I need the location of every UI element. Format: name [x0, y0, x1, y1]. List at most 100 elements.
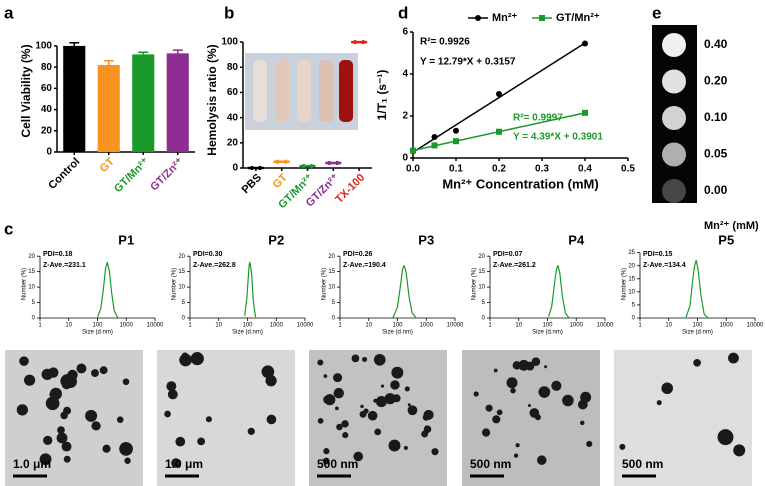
x-tick-label: 0.4: [578, 164, 592, 175]
error-bar: [172, 49, 183, 54]
nanoparticle: [375, 395, 388, 408]
nanoparticle: [324, 394, 336, 406]
nanoparticle: [473, 391, 479, 397]
annotation: Y = 12.79*X + 0.3157: [420, 57, 516, 68]
x-axis-label: Size (d.nm): [682, 330, 713, 336]
y-tick-label: 15: [478, 269, 485, 275]
y-tick-label: 80: [227, 62, 239, 73]
nanoparticle: [586, 440, 593, 448]
x-tick-label: 1000: [420, 323, 434, 329]
size-distribution: [548, 264, 570, 319]
nanoparticle: [562, 394, 574, 407]
nanoparticle: [323, 374, 328, 378]
phantom: [662, 179, 686, 203]
annotation: R²= 0.9997: [513, 113, 563, 124]
x-tick-label: 100: [692, 323, 703, 329]
y-tick-label: 20: [628, 263, 635, 269]
nanoparticle: [421, 430, 429, 438]
nanoparticle: [360, 404, 364, 409]
x-tick-label: 1000: [120, 323, 134, 329]
nanoparticle: [353, 451, 364, 462]
scale-bar-label: 500 nm: [317, 457, 358, 471]
y-tick-label: 15: [628, 276, 635, 282]
y-tick-label: 0: [46, 147, 52, 158]
nanoparticle: [49, 391, 56, 398]
panel-label: e: [652, 3, 661, 22]
nanoparticle: [481, 428, 491, 437]
legend-marker: [475, 15, 481, 21]
x-axis-label: Size (d.nm): [532, 330, 563, 336]
y-tick-label: 20: [478, 254, 485, 260]
y-tick-label: 100: [221, 37, 238, 48]
nanoparticle: [39, 453, 52, 466]
x-tick-label: GT/Zn²⁺: [148, 156, 186, 194]
nanoparticle: [175, 436, 186, 447]
x-tick-label: GT/Mn²⁺: [112, 156, 152, 196]
x-tick-label: PBS: [240, 172, 264, 196]
y-tick-label: 100: [35, 41, 52, 52]
nanoparticle: [492, 415, 501, 424]
nanoparticle: [261, 365, 275, 379]
tube: [253, 60, 267, 122]
panel-label: c: [4, 219, 13, 238]
nanoparticle: [23, 374, 36, 386]
nanoparticle: [56, 432, 68, 444]
nanoparticle: [384, 393, 396, 405]
nanoparticle: [190, 352, 204, 366]
phantom: [662, 142, 686, 167]
x-tick-label: 10000: [597, 323, 614, 329]
fit-line: [412, 42, 586, 153]
point: [453, 127, 459, 134]
nanoparticle: [124, 457, 131, 464]
scale-bar-label: 500 nm: [622, 457, 663, 471]
x-tick-label: 1000: [570, 323, 584, 329]
x-tick-label: 10000: [297, 323, 314, 329]
y-tick-label: 0: [482, 316, 486, 322]
y-tick-label: 10: [328, 285, 335, 291]
nanoparticle: [317, 417, 324, 424]
y-axis-label: Number (%): [622, 268, 628, 300]
y-tick-label: 5: [332, 300, 336, 306]
y-tick-label: 2: [402, 111, 408, 122]
nanoparticle: [391, 366, 404, 379]
y-tick-label: 5: [482, 300, 486, 306]
nanoparticle: [728, 352, 739, 364]
concentration-label: 0.20: [704, 74, 728, 88]
nanoparticle: [619, 443, 626, 450]
nanoparticle: [404, 386, 410, 392]
y-axis-label: Cell Viability (%): [19, 44, 33, 137]
x-tick-label: 1: [338, 323, 342, 329]
y-tick-label: 0: [182, 316, 186, 322]
chart-title: P4: [568, 232, 585, 247]
nanoparticle: [61, 441, 72, 452]
x-axis-label: Size (d.nm): [232, 330, 263, 336]
nanoparticle: [388, 439, 401, 452]
nanoparticle: [496, 409, 503, 416]
nanoparticle: [16, 404, 28, 416]
nanoparticle: [99, 366, 108, 375]
y-tick-label: 10: [28, 285, 35, 291]
nanoparticle: [76, 363, 87, 374]
nanoparticle: [247, 427, 255, 435]
x-axis-label: Mn²⁺ Concentration (mM): [442, 176, 598, 191]
point: [453, 138, 459, 145]
scale-bar-label: 1.0 μm: [13, 457, 51, 471]
y-tick-label: 25: [628, 250, 635, 256]
x-tick-label: 1000: [720, 323, 734, 329]
phantom: [662, 33, 686, 57]
x-tick-label: 10: [215, 323, 222, 329]
y-tick-label: 20: [28, 254, 35, 260]
nanoparticle: [335, 406, 339, 411]
tube: [275, 60, 289, 122]
x-axis-label: Size (d.nm): [382, 330, 413, 336]
nanoparticle: [197, 437, 206, 446]
chart-title: P2: [268, 232, 284, 247]
annotation: PDI=0.07: [493, 251, 522, 258]
nanoparticle: [60, 411, 68, 420]
x-tick-label: 0.2: [492, 164, 506, 175]
nanoparticle: [341, 420, 349, 428]
nanoparticle: [577, 399, 588, 410]
x-tick-label: 100: [542, 323, 553, 329]
nanoparticle: [431, 448, 439, 456]
